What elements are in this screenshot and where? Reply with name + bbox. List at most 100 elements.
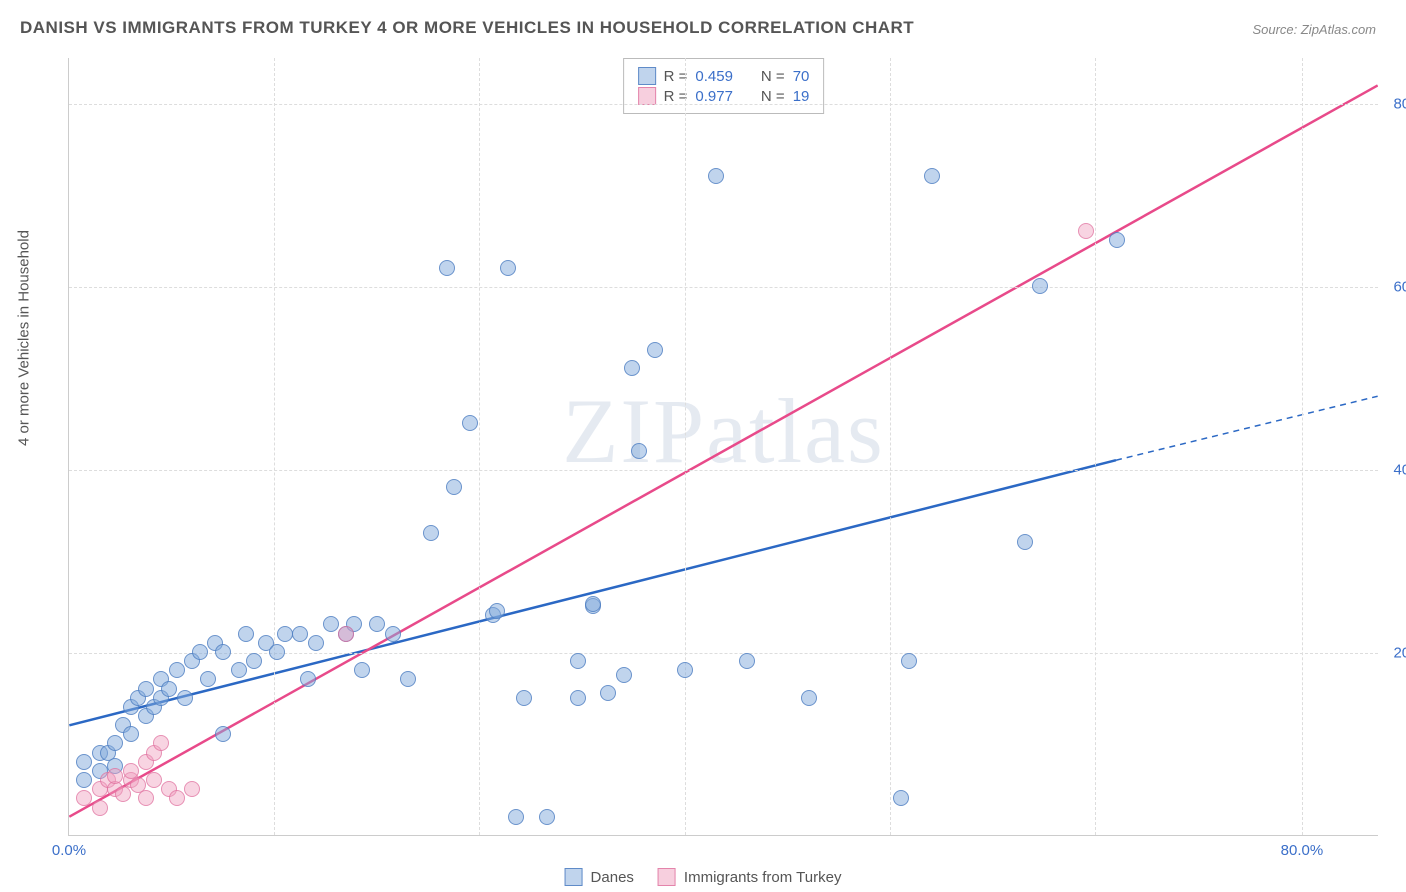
data-point xyxy=(107,768,123,784)
data-point xyxy=(76,772,92,788)
data-point xyxy=(901,653,917,669)
data-point xyxy=(277,626,293,642)
gridline-v xyxy=(479,58,480,835)
data-point xyxy=(200,671,216,687)
data-point xyxy=(1109,232,1125,248)
n-value-1: 70 xyxy=(793,68,810,85)
data-point xyxy=(385,626,401,642)
legend-label-1: Danes xyxy=(591,869,634,886)
data-point xyxy=(647,342,663,358)
data-point xyxy=(138,790,154,806)
data-point xyxy=(76,754,92,770)
data-point xyxy=(107,735,123,751)
data-point xyxy=(300,671,316,687)
data-point xyxy=(269,644,285,660)
data-point xyxy=(539,809,555,825)
data-point xyxy=(238,626,254,642)
data-point xyxy=(169,662,185,678)
gridline-v xyxy=(1095,58,1096,835)
legend-stats-row-2: R = 0.977 N = 19 xyxy=(638,87,810,105)
data-point xyxy=(215,644,231,660)
data-point xyxy=(161,681,177,697)
chart-container: DANISH VS IMMIGRANTS FROM TURKEY 4 OR MO… xyxy=(0,0,1406,892)
r-label: R = xyxy=(664,68,688,85)
data-point xyxy=(338,626,354,642)
legend-item-turkey: Immigrants from Turkey xyxy=(658,868,842,886)
gridline-h xyxy=(69,287,1378,288)
data-point xyxy=(462,415,478,431)
r-value-2: 0.977 xyxy=(695,88,733,105)
y-tick-label: 80.0% xyxy=(1393,95,1406,112)
legend-item-danes: Danes xyxy=(565,868,634,886)
y-axis-label: 4 or more Vehicles in Household xyxy=(16,230,33,446)
source-label: Source: ZipAtlas.com xyxy=(1252,22,1376,37)
gridline-h xyxy=(69,470,1378,471)
data-point xyxy=(801,690,817,706)
data-point xyxy=(192,644,208,660)
data-point xyxy=(138,681,154,697)
data-point xyxy=(1032,278,1048,294)
data-point xyxy=(677,662,693,678)
data-point xyxy=(146,772,162,788)
data-point xyxy=(169,790,185,806)
y-tick-label: 40.0% xyxy=(1393,461,1406,478)
data-point xyxy=(600,685,616,701)
data-point xyxy=(177,690,193,706)
swatch-pink-icon xyxy=(638,87,656,105)
data-point xyxy=(323,616,339,632)
data-point xyxy=(570,690,586,706)
gridline-v xyxy=(685,58,686,835)
data-point xyxy=(446,479,462,495)
watermark: ZIPatlas xyxy=(562,378,885,484)
data-point xyxy=(500,260,516,276)
data-point xyxy=(616,667,632,683)
data-point xyxy=(76,790,92,806)
data-point xyxy=(153,735,169,751)
data-point xyxy=(215,726,231,742)
gridline-h xyxy=(69,104,1378,105)
data-point xyxy=(123,726,139,742)
data-point xyxy=(739,653,755,669)
r-value-1: 0.459 xyxy=(695,68,733,85)
data-point xyxy=(708,168,724,184)
legend-stats-row-1: R = 0.459 N = 70 xyxy=(638,67,810,85)
data-point xyxy=(516,690,532,706)
swatch-pink-icon xyxy=(658,868,676,886)
data-point xyxy=(924,168,940,184)
data-point xyxy=(508,809,524,825)
data-point xyxy=(439,260,455,276)
data-point xyxy=(92,800,108,816)
gridline-v xyxy=(274,58,275,835)
data-point xyxy=(369,616,385,632)
chart-title: DANISH VS IMMIGRANTS FROM TURKEY 4 OR MO… xyxy=(20,18,914,38)
n-value-2: 19 xyxy=(793,88,810,105)
x-tick-label: 80.0% xyxy=(1281,842,1324,859)
data-point xyxy=(570,653,586,669)
y-tick-label: 20.0% xyxy=(1393,644,1406,661)
legend-stats: R = 0.459 N = 70 R = 0.977 N = 19 xyxy=(623,58,825,114)
swatch-blue-icon xyxy=(565,868,583,886)
gridline-v xyxy=(890,58,891,835)
data-point xyxy=(893,790,909,806)
data-point xyxy=(400,671,416,687)
data-point xyxy=(292,626,308,642)
data-point xyxy=(354,662,370,678)
data-point xyxy=(423,525,439,541)
n-label: N = xyxy=(761,88,785,105)
data-point xyxy=(1078,223,1094,239)
legend-label-2: Immigrants from Turkey xyxy=(684,869,842,886)
data-point xyxy=(489,603,505,619)
data-point xyxy=(184,781,200,797)
r-label: R = xyxy=(664,88,688,105)
plot-area: ZIPatlas R = 0.459 N = 70 R = 0.977 N = … xyxy=(68,58,1378,836)
data-point xyxy=(115,786,131,802)
gridline-h xyxy=(69,653,1378,654)
data-point xyxy=(631,443,647,459)
data-point xyxy=(585,596,601,612)
n-label: N = xyxy=(761,68,785,85)
y-tick-label: 60.0% xyxy=(1393,278,1406,295)
data-point xyxy=(1017,534,1033,550)
data-point xyxy=(308,635,324,651)
x-tick-label: 0.0% xyxy=(52,842,86,859)
gridline-v xyxy=(1302,58,1303,835)
